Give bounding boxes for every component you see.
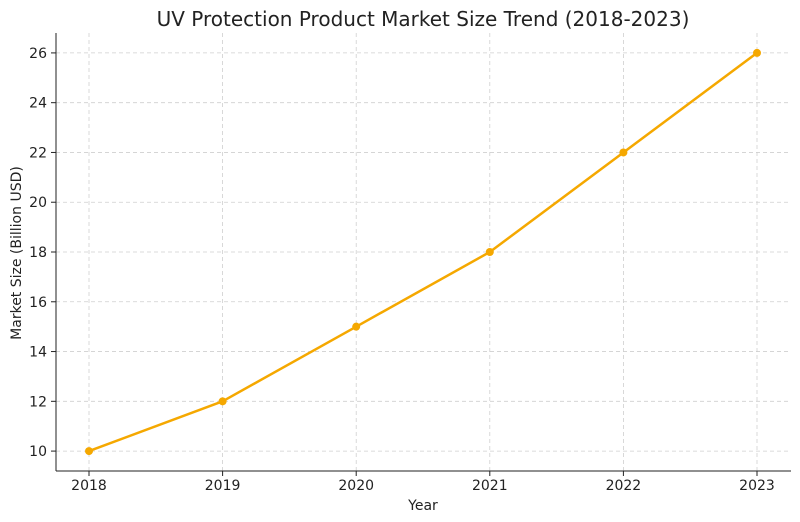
data-point bbox=[352, 322, 361, 331]
y-tick-label: 26 bbox=[29, 46, 47, 62]
x-axis-label: Year bbox=[407, 498, 438, 514]
y-tick-label: 12 bbox=[29, 394, 47, 410]
x-tick-label: 2020 bbox=[338, 478, 374, 494]
y-tick-label: 14 bbox=[29, 345, 47, 361]
data-point bbox=[218, 397, 227, 406]
y-tick-label: 16 bbox=[29, 295, 47, 311]
series-line bbox=[87, 51, 759, 453]
data-point bbox=[619, 148, 628, 157]
x-tick-label: 2022 bbox=[606, 478, 642, 494]
x-tick-label: 2018 bbox=[71, 478, 107, 494]
data-point bbox=[85, 447, 93, 456]
y-tick-label: 20 bbox=[29, 195, 47, 211]
y-tick-label: 10 bbox=[29, 444, 47, 460]
x-tick-label: 2019 bbox=[205, 478, 241, 494]
x-tick-label: 2023 bbox=[739, 478, 775, 494]
y-tick-label: 18 bbox=[29, 245, 47, 261]
data-point bbox=[753, 48, 761, 57]
y-axis-label: Market Size (Billion USD) bbox=[9, 166, 25, 340]
chart-title: UV Protection Product Market Size Trend … bbox=[157, 7, 690, 31]
grid bbox=[56, 33, 791, 471]
data-point bbox=[485, 248, 494, 256]
series-layer bbox=[85, 48, 761, 456]
axes bbox=[51, 33, 791, 476]
x-tick-label: 2021 bbox=[472, 478, 508, 494]
y-tick-label: 24 bbox=[29, 96, 47, 112]
y-tick-label: 22 bbox=[29, 145, 47, 161]
